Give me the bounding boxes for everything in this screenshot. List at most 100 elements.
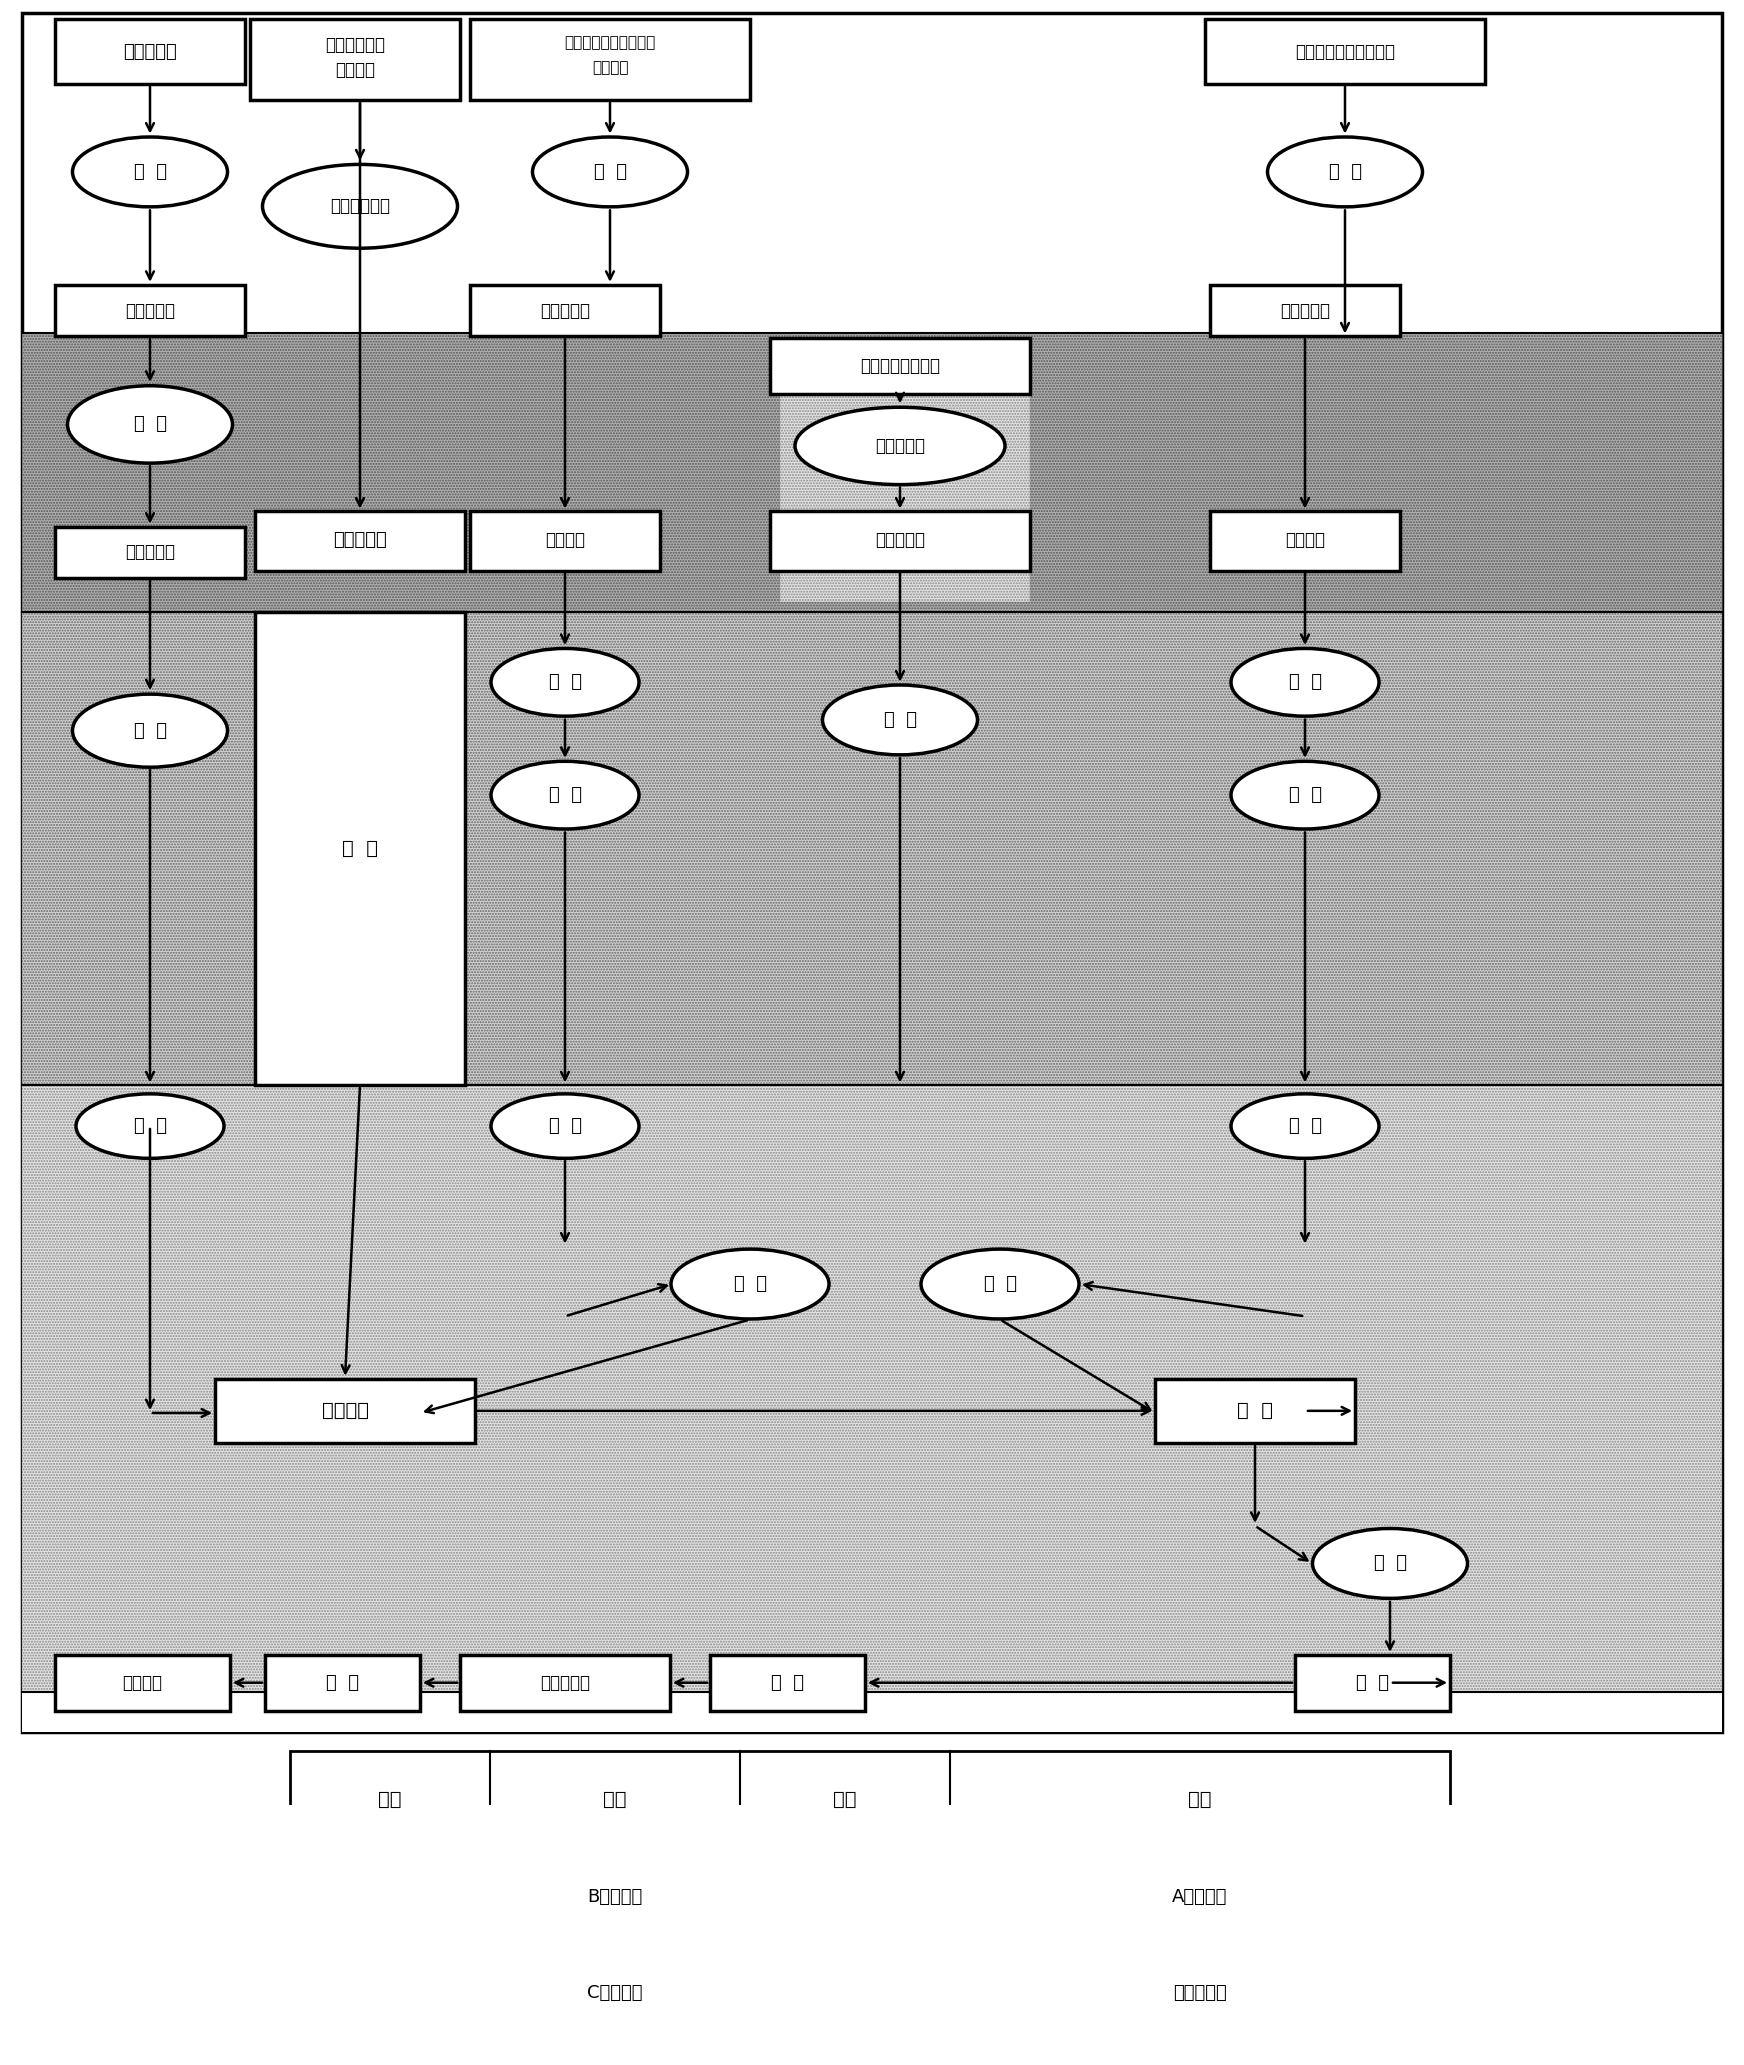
Text: 灭菌、干燥: 灭菌、干燥 xyxy=(875,531,924,549)
Text: 抗生素瓶用铝塑组合盖: 抗生素瓶用铝塑组合盖 xyxy=(1296,43,1395,60)
Bar xyxy=(310,1958,466,2030)
Bar xyxy=(780,349,1031,601)
Text: 消  毒: 消 毒 xyxy=(134,415,166,434)
Bar xyxy=(469,285,659,337)
Bar xyxy=(56,527,244,578)
Text: 一般生产区: 一般生产区 xyxy=(1174,1984,1226,2003)
Text: 注射剂瓶: 注射剂瓶 xyxy=(335,60,375,78)
Text: A级洁净区: A级洁净区 xyxy=(1172,1887,1228,1906)
Text: B级洁净区: B级洁净区 xyxy=(588,1887,642,1906)
Text: 注射用无菌粉末用卤化: 注射用无菌粉末用卤化 xyxy=(565,35,656,50)
Ellipse shape xyxy=(492,762,638,828)
Ellipse shape xyxy=(73,694,227,768)
Text: 外  清: 外 清 xyxy=(593,163,626,182)
Text: 清洗灭菌: 清洗灭菌 xyxy=(1285,531,1325,549)
Ellipse shape xyxy=(68,386,232,463)
Ellipse shape xyxy=(492,648,638,717)
Bar xyxy=(469,19,750,99)
Text: 轧  盖: 轧 盖 xyxy=(1236,1402,1273,1421)
Text: 分装、轧盖零部件: 分装、轧盖零部件 xyxy=(860,357,940,376)
Ellipse shape xyxy=(823,686,977,756)
Text: 清洗灭菌: 清洗灭菌 xyxy=(544,531,584,549)
Bar xyxy=(460,1654,670,1710)
Bar xyxy=(215,1379,474,1443)
Text: 脱外包、理瓶: 脱外包、理瓶 xyxy=(330,198,391,215)
Ellipse shape xyxy=(921,1249,1080,1320)
Text: 贴  签: 贴 签 xyxy=(1355,1675,1388,1691)
Text: 外  清: 外 清 xyxy=(1329,163,1362,182)
Text: 灯  检: 灯 检 xyxy=(1374,1555,1406,1571)
Bar xyxy=(1210,512,1400,570)
Bar xyxy=(710,1654,865,1710)
Text: 无菌分装: 无菌分装 xyxy=(321,1402,368,1421)
Text: 上  料: 上 料 xyxy=(549,1117,581,1136)
Text: 外  清: 外 清 xyxy=(134,163,166,182)
Bar xyxy=(290,1751,1449,2065)
Bar xyxy=(56,285,244,337)
Text: 图例: 图例 xyxy=(378,1790,401,1809)
Text: 风淋、传递: 风淋、传递 xyxy=(126,301,174,320)
Bar xyxy=(23,613,1721,1086)
Bar xyxy=(23,332,1721,613)
Bar xyxy=(310,1861,466,1935)
Bar xyxy=(1155,1379,1355,1443)
Text: 监管码赋码: 监管码赋码 xyxy=(541,1675,589,1691)
Text: 风淋、传递: 风淋、传递 xyxy=(126,543,174,562)
Ellipse shape xyxy=(1268,136,1423,207)
Ellipse shape xyxy=(532,136,687,207)
Text: 说明: 说明 xyxy=(603,1790,626,1809)
Bar xyxy=(23,1086,1721,1693)
Bar xyxy=(23,1693,1721,1733)
Bar xyxy=(255,613,466,1086)
Bar xyxy=(780,349,1031,601)
Ellipse shape xyxy=(492,1094,638,1158)
Bar xyxy=(771,339,1031,394)
Text: 清洗、灭菌: 清洗、灭菌 xyxy=(333,531,387,549)
Bar xyxy=(255,512,466,570)
Bar xyxy=(23,1086,1721,1693)
Text: 风淋、传递: 风淋、传递 xyxy=(1280,301,1331,320)
Ellipse shape xyxy=(77,1094,223,1158)
Text: 下  料: 下 料 xyxy=(1289,673,1322,692)
Bar xyxy=(760,1861,924,1935)
Text: 输  送: 输 送 xyxy=(342,838,378,859)
Bar xyxy=(265,1654,420,1710)
Text: 装  箱: 装 箱 xyxy=(326,1675,359,1691)
Text: 安  装: 安 装 xyxy=(734,1274,767,1293)
Text: 风淋、传递: 风淋、传递 xyxy=(541,301,589,320)
Text: 钠钙玻璃模制: 钠钙玻璃模制 xyxy=(324,35,385,54)
Bar xyxy=(310,2055,466,2065)
Ellipse shape xyxy=(671,1249,828,1320)
Bar xyxy=(1296,1654,1449,1710)
Bar xyxy=(1210,285,1400,337)
Text: 转  移: 转 移 xyxy=(549,787,581,803)
Bar xyxy=(23,332,1721,613)
Ellipse shape xyxy=(73,136,227,207)
Text: 图例: 图例 xyxy=(834,1790,856,1809)
Ellipse shape xyxy=(795,407,1005,485)
Text: 无菌原料药: 无菌原料药 xyxy=(124,43,176,60)
Bar xyxy=(469,512,659,570)
Ellipse shape xyxy=(760,2053,926,2065)
Text: 转  移: 转 移 xyxy=(884,710,917,729)
Text: 说明: 说明 xyxy=(1188,1790,1212,1809)
Ellipse shape xyxy=(263,165,457,248)
Text: 丁基胶塞: 丁基胶塞 xyxy=(591,60,628,74)
Ellipse shape xyxy=(1313,1528,1467,1598)
Text: 上  料: 上 料 xyxy=(1289,1117,1322,1136)
Bar xyxy=(249,19,460,99)
Bar xyxy=(56,1654,230,1710)
Text: 转  移: 转 移 xyxy=(134,721,166,739)
Text: 成品入库: 成品入库 xyxy=(122,1675,162,1691)
Ellipse shape xyxy=(1231,762,1380,828)
Text: 安  装: 安 装 xyxy=(984,1274,1017,1293)
Text: C级洁净区: C级洁净区 xyxy=(588,1984,644,2003)
Ellipse shape xyxy=(1231,648,1380,717)
Ellipse shape xyxy=(1231,1094,1380,1158)
Text: 上  料: 上 料 xyxy=(134,1117,166,1136)
Text: 清洁、密闭: 清洁、密闭 xyxy=(875,438,924,454)
Bar xyxy=(23,613,1721,1086)
Bar xyxy=(1205,19,1484,85)
Text: 下  料: 下 料 xyxy=(549,673,581,692)
Text: 装  盒: 装 盒 xyxy=(771,1675,804,1691)
